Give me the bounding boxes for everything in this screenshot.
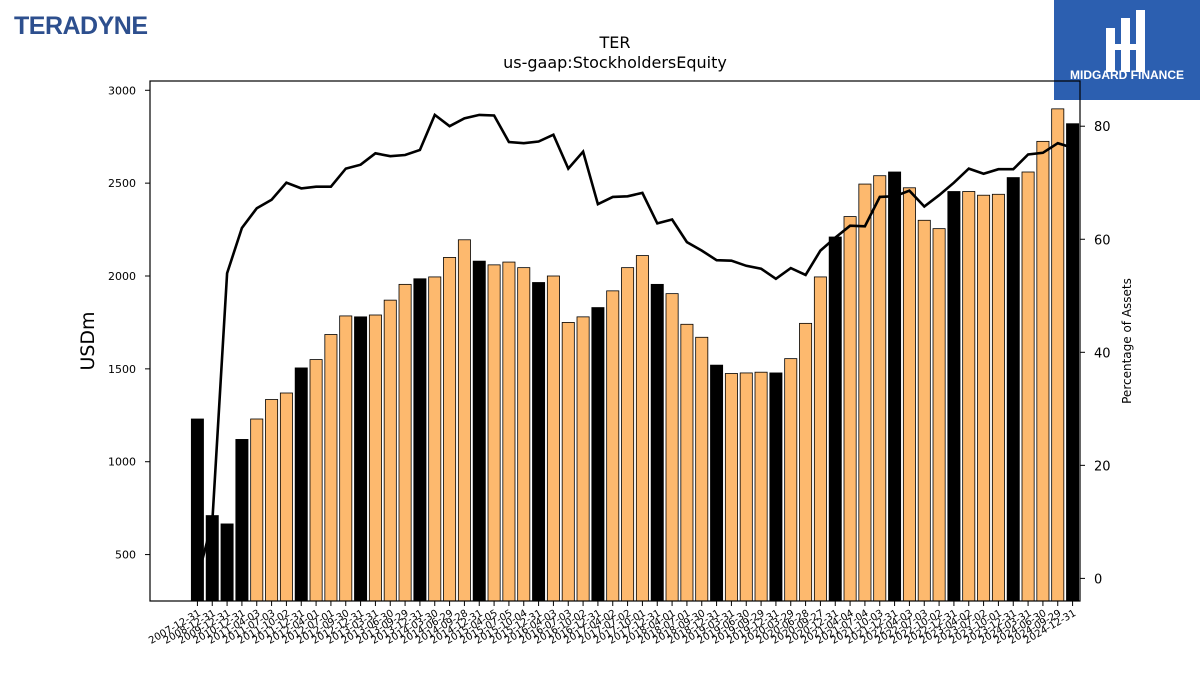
bar-2012-12-31 <box>354 316 368 602</box>
midgard-brand-text: MIDGARD FINANCE <box>1070 68 1184 82</box>
bar-2023-07-02 <box>977 194 991 602</box>
y2-axis-label: Percentage of Assets <box>1120 278 1134 404</box>
bar-2017-12-31 <box>650 283 664 602</box>
bar-2015-12-31 <box>532 282 546 602</box>
y2-tick-label: 0 <box>1094 572 1102 587</box>
bar-2021-07-04 <box>858 183 872 602</box>
bar-2011-12-31 <box>294 367 308 602</box>
bar-2013-03-31 <box>368 314 382 602</box>
bar-2014-12-31 <box>472 260 486 602</box>
bar-2022-12-31 <box>947 191 961 602</box>
bar-2023-12-31 <box>1006 177 1020 602</box>
bar-2021-12-31 <box>888 171 902 602</box>
bar-2011-10-02 <box>279 392 293 602</box>
y-axis-label: USDm <box>77 311 99 370</box>
bar-2019-09-29 <box>754 371 768 602</box>
midgard-finance-logo: MIDGARD FINANCE <box>1054 0 1200 100</box>
y2-tick-label: 20 <box>1094 459 1111 474</box>
bar-2022-10-02 <box>932 228 946 602</box>
y-tick-label: 3000 <box>108 84 136 97</box>
bar-2016-07-03 <box>561 322 575 602</box>
bar-2017-04-02 <box>606 290 620 602</box>
bar-2016-12-31 <box>591 307 605 602</box>
bar-2017-10-01 <box>635 255 649 602</box>
bar-2020-06-28 <box>799 322 813 602</box>
bar-2020-12-31 <box>828 236 842 602</box>
y-tick-label: 1500 <box>108 363 136 376</box>
bar-2014-09-28 <box>457 239 471 602</box>
y-tick-label: 2500 <box>108 177 136 190</box>
bar-2013-06-30 <box>383 299 397 602</box>
bar-2008-12-31 <box>205 515 219 602</box>
bar-2011-04-03 <box>250 418 264 602</box>
bar-2009-12-31 <box>220 523 234 602</box>
bar-2012-04-01 <box>309 359 323 602</box>
pct-of-assets-line <box>196 112 1073 579</box>
bar-2022-04-03 <box>902 187 916 602</box>
bar-2023-10-01 <box>991 193 1005 602</box>
bar-2014-06-29 <box>443 257 457 602</box>
bar-2014-03-30 <box>428 276 442 602</box>
bar-2015-10-04 <box>517 267 531 602</box>
bar-2020-09-27 <box>813 276 827 602</box>
y-tick-label: 1000 <box>108 456 136 469</box>
bar-2015-04-05 <box>487 264 501 602</box>
bar-2018-12-31 <box>710 364 724 602</box>
bar-2016-10-02 <box>576 316 590 602</box>
bar-2010-12-31 <box>235 439 249 602</box>
bar-2023-04-02 <box>962 191 976 602</box>
bar-2013-12-31 <box>413 278 427 602</box>
bar-2024-03-31 <box>1021 171 1035 602</box>
bar-2020-03-29 <box>784 358 798 602</box>
bar-2016-04-03 <box>546 275 560 602</box>
bar-2024-09-29 <box>1051 108 1065 602</box>
bar-2012-09-30 <box>339 315 353 602</box>
y-tick-label: 2000 <box>108 270 136 283</box>
bar-2017-07-02 <box>621 267 635 602</box>
bar-2015-07-05 <box>502 261 516 602</box>
bar-2018-09-30 <box>695 336 709 602</box>
y-tick-label: 500 <box>115 549 136 562</box>
bar-2021-10-03 <box>873 175 887 602</box>
bar-2019-03-31 <box>724 373 738 602</box>
chart-subtitle: us-gaap:StockholdersEquity <box>503 53 727 72</box>
y2-tick-label: 60 <box>1094 233 1111 248</box>
bar-2019-12-31 <box>769 372 783 602</box>
bar-2021-04-04 <box>843 216 857 602</box>
bar-2011-07-03 <box>265 399 279 602</box>
bar-2019-06-30 <box>739 372 753 602</box>
bar-2012-07-01 <box>324 334 338 602</box>
bar-2024-12-31 <box>1066 123 1080 602</box>
bar-2024-06-30 <box>1036 140 1050 602</box>
bar-2022-07-03 <box>917 219 931 602</box>
bar-2018-04-01 <box>665 293 679 602</box>
y2-tick-label: 40 <box>1094 346 1111 361</box>
chart-title: TER <box>599 33 631 52</box>
y2-tick-label: 80 <box>1094 120 1111 135</box>
midgard-emblem-icon <box>1106 10 1145 72</box>
teradyne-logo: TERADYNE <box>14 12 148 40</box>
bar-2018-07-01 <box>680 323 694 602</box>
bar-2013-09-29 <box>398 283 412 602</box>
plot-frame <box>149 80 1081 602</box>
